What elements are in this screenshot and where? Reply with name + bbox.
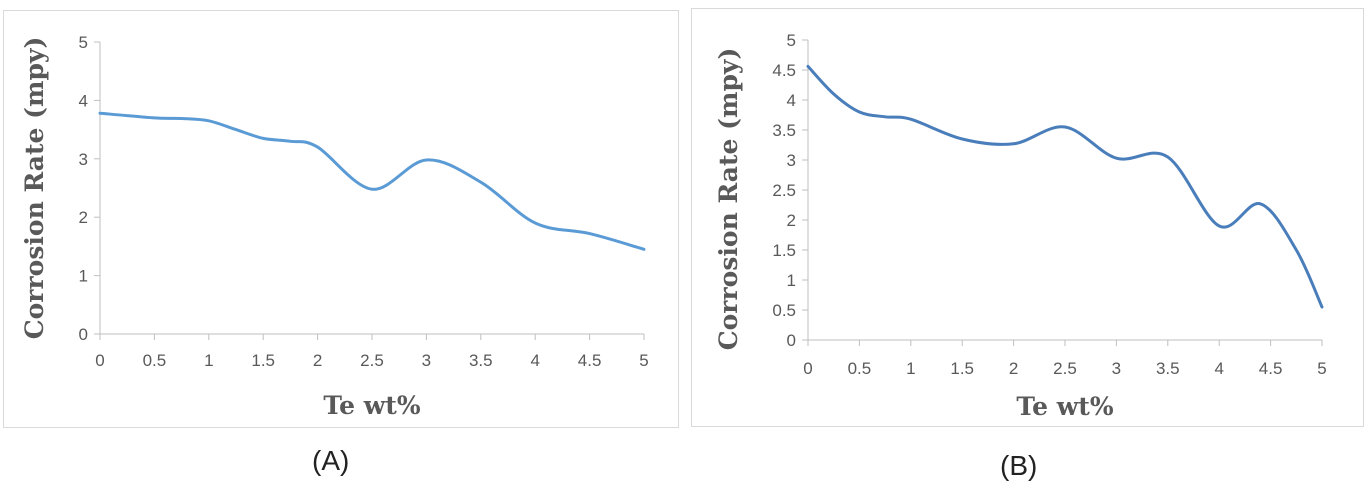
panel-label-b: (B) — [1000, 450, 1038, 481]
x-tick-label-b: 2 — [1009, 359, 1018, 378]
x-tick-label-a: 3 — [422, 351, 431, 370]
y-tick-label-b: 3.5 — [772, 121, 796, 140]
y-tick-label-a: 2 — [79, 208, 88, 227]
y-tick-label-a: 5 — [79, 33, 88, 52]
y-tick-label-b: 1.5 — [772, 241, 796, 260]
y-tick-label-a: 4 — [79, 91, 88, 110]
x-tick-label-b: 0 — [803, 359, 812, 378]
panel-label-a: (A) — [312, 445, 350, 476]
x-tick-label-b: 3 — [1112, 359, 1121, 378]
x-axis-title-b: Te wt% — [1016, 392, 1113, 421]
y-axis-title-a: Corrosion Rate (mpy) — [20, 37, 49, 340]
x-tick-label-b: 4 — [1214, 359, 1223, 378]
x-axis-title-a: Te wt% — [323, 391, 420, 420]
x-tick-label-a: 0.5 — [143, 351, 167, 370]
x-tick-label-b: 4.5 — [1259, 359, 1283, 378]
y-tick-label-b: 0 — [787, 331, 796, 350]
chart-b-svg: 0 0.5 1 1.5 2 2.5 3 3.5 4 4.5 5 0 0.5 1 1.5 2 2.5 3 3.5 4 4.… — [714, 31, 1327, 421]
x-tick-label-b: 3.5 — [1156, 359, 1180, 378]
chart-a-svg: 0 1 2 3 4 5 0 0.5 1 1.5 2 2.5 3 3.5 4 4.5 5 Te wt% Corrosi… — [20, 33, 649, 420]
y-axis-title-b: Corrosion Rate (mpy) — [714, 48, 743, 351]
x-tick-label-a: 2.5 — [360, 351, 384, 370]
y-tick-label-a: 3 — [79, 150, 88, 169]
y-tick-label-b: 0.5 — [772, 301, 796, 320]
chart-panel-a: 0 1 2 3 4 5 0 0.5 1 1.5 2 2.5 3 3.5 4 4.5 5 Te wt% Corrosi… — [3, 10, 679, 428]
y-tick-label-b: 2 — [787, 211, 796, 230]
y-tick-label-b: 4 — [787, 91, 796, 110]
x-tick-label-a: 2 — [313, 351, 322, 370]
y-tick-label-a: 0 — [79, 325, 88, 344]
x-tick-label-a: 3.5 — [469, 351, 493, 370]
x-tick-label-b: 2.5 — [1053, 359, 1077, 378]
series-line-b — [806, 64, 1324, 309]
x-tick-label-b: 5 — [1317, 359, 1326, 378]
y-tick-label-b: 1 — [787, 271, 796, 290]
y-tick-label-b: 2.5 — [772, 181, 796, 200]
x-tick-label-b: 0.5 — [848, 359, 872, 378]
y-tick-label-b: 3 — [787, 151, 796, 170]
x-tick-label-a: 1.5 — [251, 351, 275, 370]
y-tick-label-b: 5 — [787, 31, 796, 50]
x-tick-label-a: 4 — [530, 351, 539, 370]
y-tick-label-b: 4.5 — [772, 61, 796, 80]
series-line-a — [98, 111, 646, 251]
x-tick-label-a: 4.5 — [578, 351, 602, 370]
x-tick-label-a: 5 — [639, 351, 648, 370]
x-tick-label-b: 1.5 — [950, 359, 974, 378]
chart-panel-b: 0 0.5 1 1.5 2 2.5 3 3.5 4 4.5 5 0 0.5 1 1.5 2 2.5 3 3.5 4 4.… — [691, 8, 1364, 427]
y-tick-label-a: 1 — [79, 267, 88, 286]
x-tick-label-b: 1 — [906, 359, 915, 378]
x-tick-label-a: 0 — [95, 351, 104, 370]
x-tick-label-a: 1 — [204, 351, 213, 370]
